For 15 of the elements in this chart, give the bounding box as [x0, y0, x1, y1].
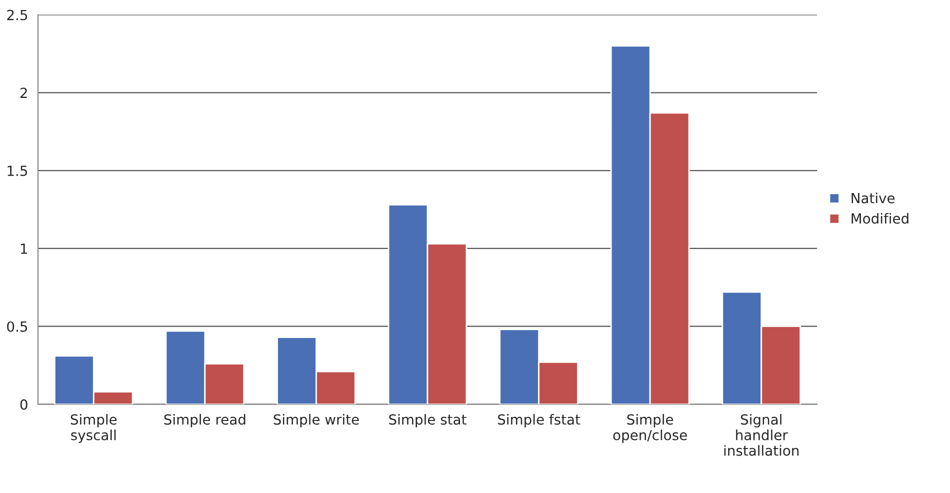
x-tick-label: Signal handler installation	[724, 414, 799, 456]
y-tick-label: 2.5	[7, 10, 28, 20]
legend-label: Native	[852, 192, 895, 204]
x-tick-label: Simple stat	[389, 414, 466, 428]
x-tick-label: Simple open/close	[613, 414, 687, 443]
x-tick-label: Simple syscall	[70, 414, 117, 443]
y-tick-label: 0.5	[7, 321, 28, 332]
y-tick-label: 1.5	[8, 166, 28, 176]
x-tick-label: Simple fstat	[498, 414, 580, 428]
y-tick-label: 1	[20, 244, 27, 254]
y-tick-label: 2	[20, 88, 27, 98]
legend-label: Modified	[852, 212, 908, 224]
y-tick-label: 0	[20, 399, 28, 410]
x-tick-label: Simple read	[164, 414, 246, 428]
x-tick-label: Simple write	[274, 414, 359, 428]
